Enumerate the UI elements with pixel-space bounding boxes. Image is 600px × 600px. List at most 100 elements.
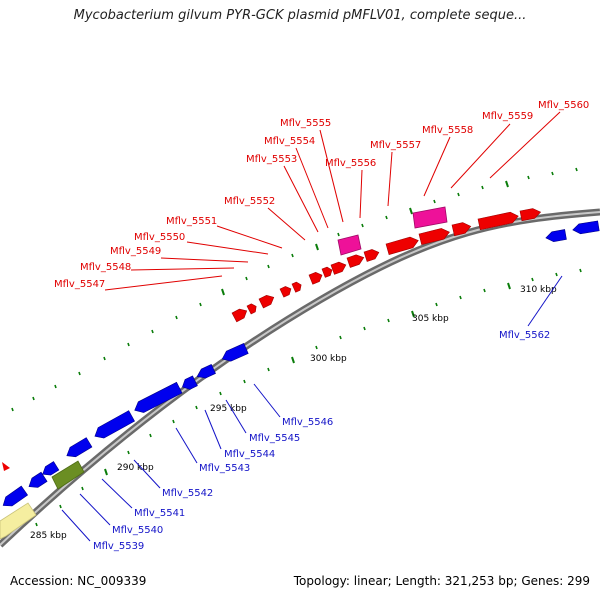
gene-label[interactable]: Mflv_5562 [499, 330, 550, 341]
gene-label[interactable]: Mflv_5553 [246, 154, 297, 165]
reverse-gene-arrow[interactable] [40, 461, 60, 479]
gene-label[interactable]: Mflv_5541 [134, 508, 185, 519]
forward-gene-arrow[interactable] [451, 221, 472, 237]
forward-gene-arrow[interactable] [385, 235, 420, 255]
tick-mark [195, 405, 198, 410]
other-features[interactable] [0, 206, 448, 540]
gene-label[interactable]: Mflv_5540 [112, 525, 163, 536]
forward-gene-arrow[interactable] [258, 293, 276, 309]
summary-text: Topology: linear; Length: 321,253 bp; Ge… [293, 574, 590, 588]
reverse-gene-arrow[interactable] [180, 375, 198, 392]
tick-mark [361, 223, 364, 228]
tick-mark [104, 468, 108, 476]
tick-mark [481, 185, 484, 190]
gene-label[interactable]: Mflv_5555 [280, 118, 331, 129]
callout-line [101, 478, 133, 509]
reverse-gene-arrow[interactable] [92, 410, 135, 442]
gene-label[interactable]: Mflv_5544 [224, 449, 275, 460]
tick-mark [483, 288, 486, 293]
gene-label[interactable]: Mflv_5554 [264, 136, 315, 147]
forward-gene-arrow[interactable] [246, 302, 258, 315]
callout-line [160, 257, 249, 263]
gene-label[interactable]: Mflv_5546 [282, 417, 333, 428]
callout-line [527, 275, 563, 327]
callout-line [133, 459, 161, 489]
feature-olive [51, 460, 85, 490]
tick-mark [11, 407, 14, 412]
tick-mark [551, 171, 554, 176]
gene-label[interactable]: Mflv_5542 [162, 488, 213, 499]
callout-line [450, 123, 511, 189]
forward-gene-arrow[interactable] [363, 248, 380, 262]
reverse-gene-arrow[interactable] [572, 220, 600, 235]
tick-mark [339, 335, 342, 340]
gene-label[interactable]: Mflv_5559 [482, 111, 533, 122]
gene-label[interactable]: Mflv_5545 [249, 433, 300, 444]
callout-line [130, 267, 235, 271]
gene-label[interactable]: Mflv_5548 [80, 262, 131, 273]
forward-gene-arrow[interactable] [330, 260, 348, 275]
forward-gene-arrow[interactable] [321, 266, 334, 278]
gene-label[interactable]: Mflv_5551 [166, 216, 217, 227]
marker-triangle [2, 462, 10, 471]
callout-line [79, 493, 111, 526]
reverse-gene-arrow[interactable] [132, 381, 183, 415]
reverse-gene-arrow[interactable] [0, 485, 29, 510]
tick-mark [267, 264, 270, 269]
gene-label[interactable]: Mflv_5557 [370, 140, 421, 151]
gene-label[interactable]: Mflv_5547 [54, 279, 105, 290]
tick-mark [219, 391, 222, 396]
callout-line [253, 383, 281, 418]
tick-mark [54, 384, 57, 389]
gene-arrows[interactable] [0, 207, 600, 510]
tick-mark [315, 243, 319, 251]
tick-mark [411, 310, 415, 318]
forward-gene-arrow[interactable] [308, 271, 324, 285]
scale-label-305: 305 kbp [412, 314, 449, 324]
map-title: Mycobacterium gilvum PYR-GCK plasmid pMF… [73, 8, 527, 23]
reverse-gene-arrow[interactable] [545, 229, 567, 243]
forward-gene-arrow[interactable] [231, 306, 249, 323]
callout-line [104, 275, 223, 291]
tick-mark [457, 192, 460, 197]
gene-label[interactable]: Mflv_5558 [422, 125, 473, 136]
forward-gene-arrow[interactable] [291, 281, 303, 293]
gene-label[interactable]: Mflv_5560 [538, 100, 589, 111]
forward-gene-arrow[interactable] [279, 285, 293, 298]
reverse-gene-arrow[interactable] [64, 437, 93, 461]
tick-mark [315, 345, 318, 350]
tick-mark [221, 288, 225, 296]
reverse-gene-arrow[interactable] [26, 471, 48, 491]
tick-mark [291, 253, 294, 258]
tick-mark [175, 315, 178, 320]
tick-mark [385, 215, 388, 220]
callout-line [186, 241, 269, 255]
feature-pink-2 [412, 206, 448, 229]
tick-mark [575, 167, 578, 172]
reverse-gene-arrow[interactable] [195, 363, 216, 381]
forward-gene-arrow[interactable] [519, 207, 542, 222]
tick-mark [579, 268, 582, 273]
gene-label[interactable]: Mflv_5549 [110, 246, 161, 257]
tick-marks [11, 167, 582, 527]
reverse-gene-arrow[interactable] [220, 343, 249, 364]
tick-mark [337, 232, 340, 237]
gene-label[interactable]: Mflv_5543 [199, 463, 250, 474]
gene-label[interactable]: Mflv_5539 [93, 541, 144, 552]
callout-line [423, 136, 451, 197]
tick-mark [199, 302, 202, 307]
gene-label[interactable]: Mflv_5552 [224, 196, 275, 207]
callout-line [319, 129, 344, 223]
forward-gene-arrow[interactable] [418, 227, 451, 246]
forward-gene-arrow[interactable] [346, 253, 365, 268]
tick-mark [172, 419, 175, 424]
tick-mark [149, 433, 152, 438]
callout-line [175, 427, 198, 464]
gene-label[interactable]: Mflv_5556 [325, 158, 376, 169]
scale-label-290: 290 kbp [117, 463, 154, 473]
gene-label[interactable]: Mflv_5550 [134, 232, 185, 243]
tick-mark [409, 207, 413, 215]
feature-pink-1 [337, 234, 362, 256]
forward-gene-arrow[interactable] [477, 211, 519, 231]
